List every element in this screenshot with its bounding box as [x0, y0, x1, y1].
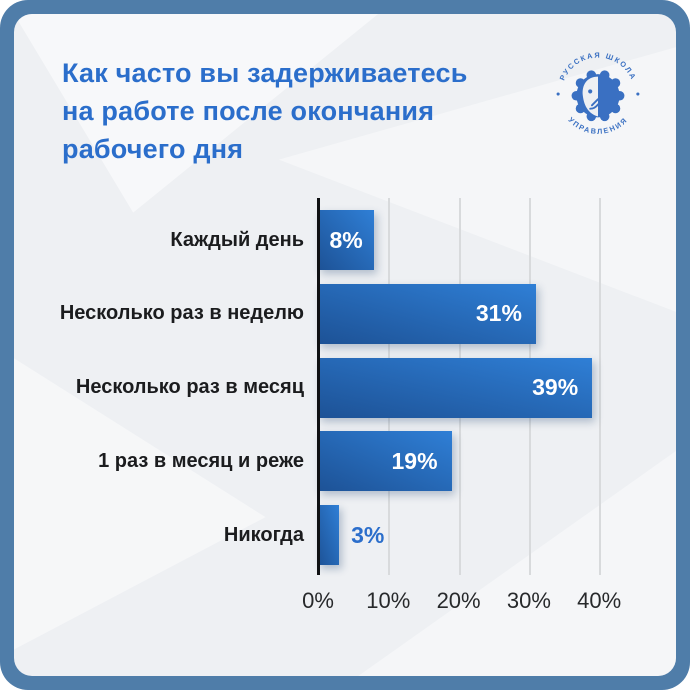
category-label: 1 раз в месяц и реже	[98, 449, 304, 472]
title-line: Как часто вы задерживаетесь	[62, 58, 468, 88]
category-label: Никогда	[223, 523, 304, 546]
page-title: Как часто вы задерживаетесь на работе по…	[62, 54, 537, 168]
infographic-card: Как часто вы задерживаетесь на работе по…	[14, 14, 676, 676]
bar-3: 39%	[318, 357, 593, 418]
category-label: Каждый день	[170, 228, 304, 251]
rsu-lion-logo-icon: РУССКАЯ ШКОЛА УПРАВЛЕНИЯ	[556, 51, 640, 136]
value-label: 31%	[475, 300, 522, 327]
x-tick-label: 40%	[577, 588, 622, 613]
y-axis-line	[317, 198, 320, 575]
lion-head-icon	[571, 70, 625, 122]
bar-4: 19%	[318, 431, 452, 492]
x-tick-label: 10%	[366, 588, 411, 613]
bar-1: 8%	[318, 210, 375, 270]
x-tick-label: 0%	[302, 588, 334, 613]
title-line: на работе после окончания	[62, 96, 435, 126]
svg-text:УПРАВЛЕНИЯ: УПРАВЛЕНИЯ	[566, 115, 629, 136]
category-label: Несколько раз в месяц	[75, 376, 304, 399]
plot-area: 8% 31% 39% 19% 3%	[317, 198, 674, 575]
category-label: Несколько раз в неделю	[59, 302, 304, 325]
value-label: 19%	[391, 447, 438, 474]
bar-2: 31%	[318, 283, 536, 344]
value-label: 8%	[329, 226, 363, 253]
x-tick-label: 20%	[436, 588, 481, 613]
category-labels-column: Каждый день Несколько раз в неделю Несколь…	[14, 198, 304, 575]
value-label: 39%	[532, 374, 579, 401]
value-label: 3%	[351, 521, 385, 548]
gridline	[599, 198, 602, 575]
x-tick-label: 30%	[506, 588, 551, 613]
title-line: рабочего дня	[62, 134, 244, 164]
logo-bottom-text: УПРАВЛЕНИЯ	[566, 115, 627, 136]
bar-5: 3%	[318, 505, 384, 566]
x-axis-labels: 0% 10% 20% 30% 40%	[302, 588, 674, 618]
